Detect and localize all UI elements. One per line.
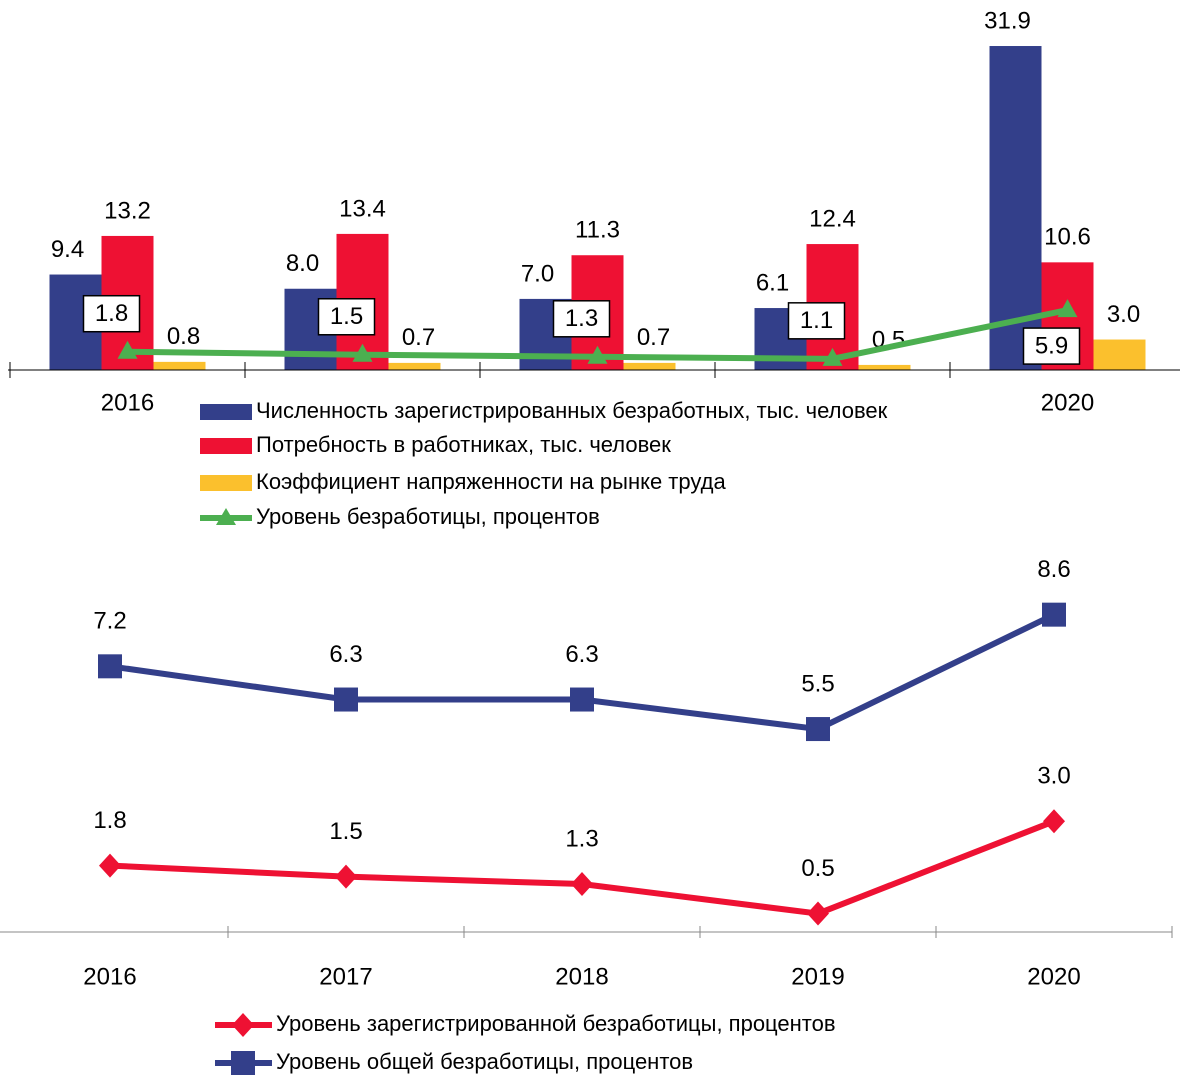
data-label: 1.1 bbox=[800, 307, 833, 334]
legend-swatch bbox=[200, 475, 252, 491]
legend-label: Уровень общей безработицы, процентов bbox=[276, 1049, 693, 1074]
legend-swatch bbox=[232, 1013, 254, 1037]
data-label: 7.2 bbox=[93, 608, 126, 635]
bar bbox=[858, 364, 911, 370]
data-label: 1.8 bbox=[95, 300, 128, 327]
marker bbox=[335, 864, 357, 889]
marker bbox=[98, 654, 122, 679]
legend-swatch bbox=[200, 404, 252, 420]
data-label: 8.6 bbox=[1037, 556, 1070, 583]
label-box bbox=[317, 298, 376, 336]
marker bbox=[587, 345, 608, 364]
marker bbox=[99, 853, 121, 878]
marker bbox=[807, 901, 829, 926]
legend-swatch bbox=[231, 1051, 255, 1075]
data-label: 12.4 bbox=[809, 205, 856, 232]
legend-swatch bbox=[200, 438, 252, 454]
bar bbox=[153, 361, 206, 370]
data-label: 9.4 bbox=[51, 236, 84, 263]
data-label: 11.3 bbox=[575, 217, 620, 244]
marker bbox=[1043, 809, 1065, 834]
data-label: 0.5 bbox=[801, 855, 834, 882]
data-label: 7.0 bbox=[521, 260, 554, 287]
data-label: 13.4 bbox=[339, 195, 386, 222]
data-label: 3.0 bbox=[1037, 763, 1070, 790]
x-tick-label: 2017 bbox=[319, 963, 372, 990]
marker bbox=[1042, 602, 1066, 627]
data-label: 3.0 bbox=[1107, 301, 1140, 328]
data-label: 1.3 bbox=[565, 825, 598, 852]
marker bbox=[571, 872, 593, 897]
data-label: 8.0 bbox=[286, 250, 319, 277]
data-label: 5.5 bbox=[801, 670, 834, 697]
data-label: 1.5 bbox=[330, 303, 363, 330]
line bbox=[109, 611, 1056, 733]
data-label: 6.3 bbox=[565, 641, 598, 668]
data-label: 10.6 bbox=[1044, 224, 1091, 251]
x-tick-label: 2020 bbox=[1027, 963, 1080, 990]
data-label: 31.9 bbox=[984, 7, 1031, 34]
data-label: 0.7 bbox=[402, 324, 435, 351]
x-tick-label: 2016 bbox=[83, 963, 136, 990]
marker bbox=[117, 340, 138, 359]
marker bbox=[352, 343, 373, 362]
data-label: 1.8 bbox=[93, 807, 126, 834]
marker bbox=[334, 687, 358, 712]
marker bbox=[822, 347, 843, 366]
data-label: 1.3 bbox=[565, 305, 598, 332]
bar bbox=[388, 362, 441, 370]
legend-label: Уровень зарегистрированной безработицы, … bbox=[276, 1011, 836, 1036]
marker bbox=[570, 687, 594, 712]
label-box bbox=[787, 302, 846, 340]
label-box bbox=[552, 300, 611, 338]
x-tick-label: 2018 bbox=[555, 963, 608, 990]
bar bbox=[1093, 339, 1146, 370]
data-label: 13.2 bbox=[104, 197, 151, 224]
bar bbox=[623, 362, 676, 370]
legend-label: Уровень безработицы, процентов bbox=[256, 504, 600, 529]
legend-label: Потребность в работниках, тыс. человек bbox=[256, 432, 671, 457]
label-box bbox=[82, 294, 141, 333]
legend-label: Численность зарегистрированных безработн… bbox=[256, 398, 888, 423]
data-label: 6.1 bbox=[756, 269, 789, 296]
data-label: 0.8 bbox=[167, 323, 200, 350]
legend-label: Коэффициент напряженности на рынке труда bbox=[256, 469, 726, 494]
data-label: 0.7 bbox=[637, 324, 670, 351]
x-tick-label: 2020 bbox=[1041, 389, 1094, 416]
marker bbox=[1057, 299, 1078, 318]
marker bbox=[806, 717, 830, 742]
x-tick-label: 2016 bbox=[101, 389, 154, 416]
data-label: 6.3 bbox=[329, 641, 362, 668]
data-label: 1.5 bbox=[329, 818, 362, 845]
label-box bbox=[1022, 327, 1081, 365]
legend-swatch bbox=[216, 508, 236, 525]
x-tick-label: 2019 bbox=[791, 963, 844, 990]
data-label: 5.9 bbox=[1035, 332, 1068, 359]
legend-bg bbox=[190, 392, 1040, 540]
